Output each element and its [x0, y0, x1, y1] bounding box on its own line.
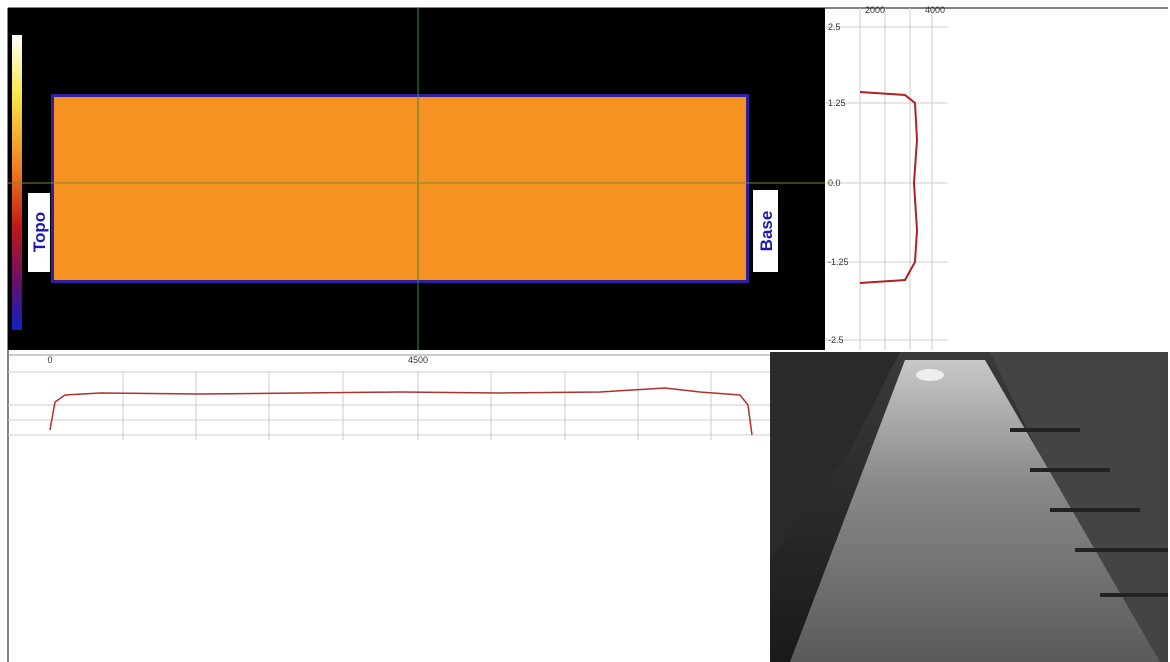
- y-tick-label: -2.5: [828, 335, 844, 345]
- strip-texture: [54, 97, 746, 280]
- y-tick-label: 2.5: [828, 22, 841, 32]
- bottom-profile: [50, 388, 752, 435]
- screen: Topo Base 2.5 1.25 0.0 -1.25 -2.5 2000 4000 0 4…: [0, 0, 1170, 662]
- x-tick-label: 2000: [865, 5, 885, 15]
- camera-photo: [770, 352, 1168, 662]
- side-grid: [825, 8, 948, 350]
- topo-label: Topo: [30, 212, 49, 252]
- x-tick-label: 4500: [408, 355, 428, 365]
- y-tick-label: 0.0: [828, 178, 841, 188]
- x-tick-label: 4000: [925, 5, 945, 15]
- y-tick-label: -1.25: [828, 257, 849, 267]
- side-profile: [860, 92, 917, 283]
- inspection-view: Topo Base 2.5 1.25 0.0 -1.25 -2.5 2000 4000 0 4…: [0, 0, 1170, 662]
- y-tick-label: 1.25: [828, 98, 846, 108]
- base-label: Base: [757, 211, 776, 252]
- x-tick-label: 0: [47, 355, 52, 365]
- bottom-grid: [8, 372, 770, 440]
